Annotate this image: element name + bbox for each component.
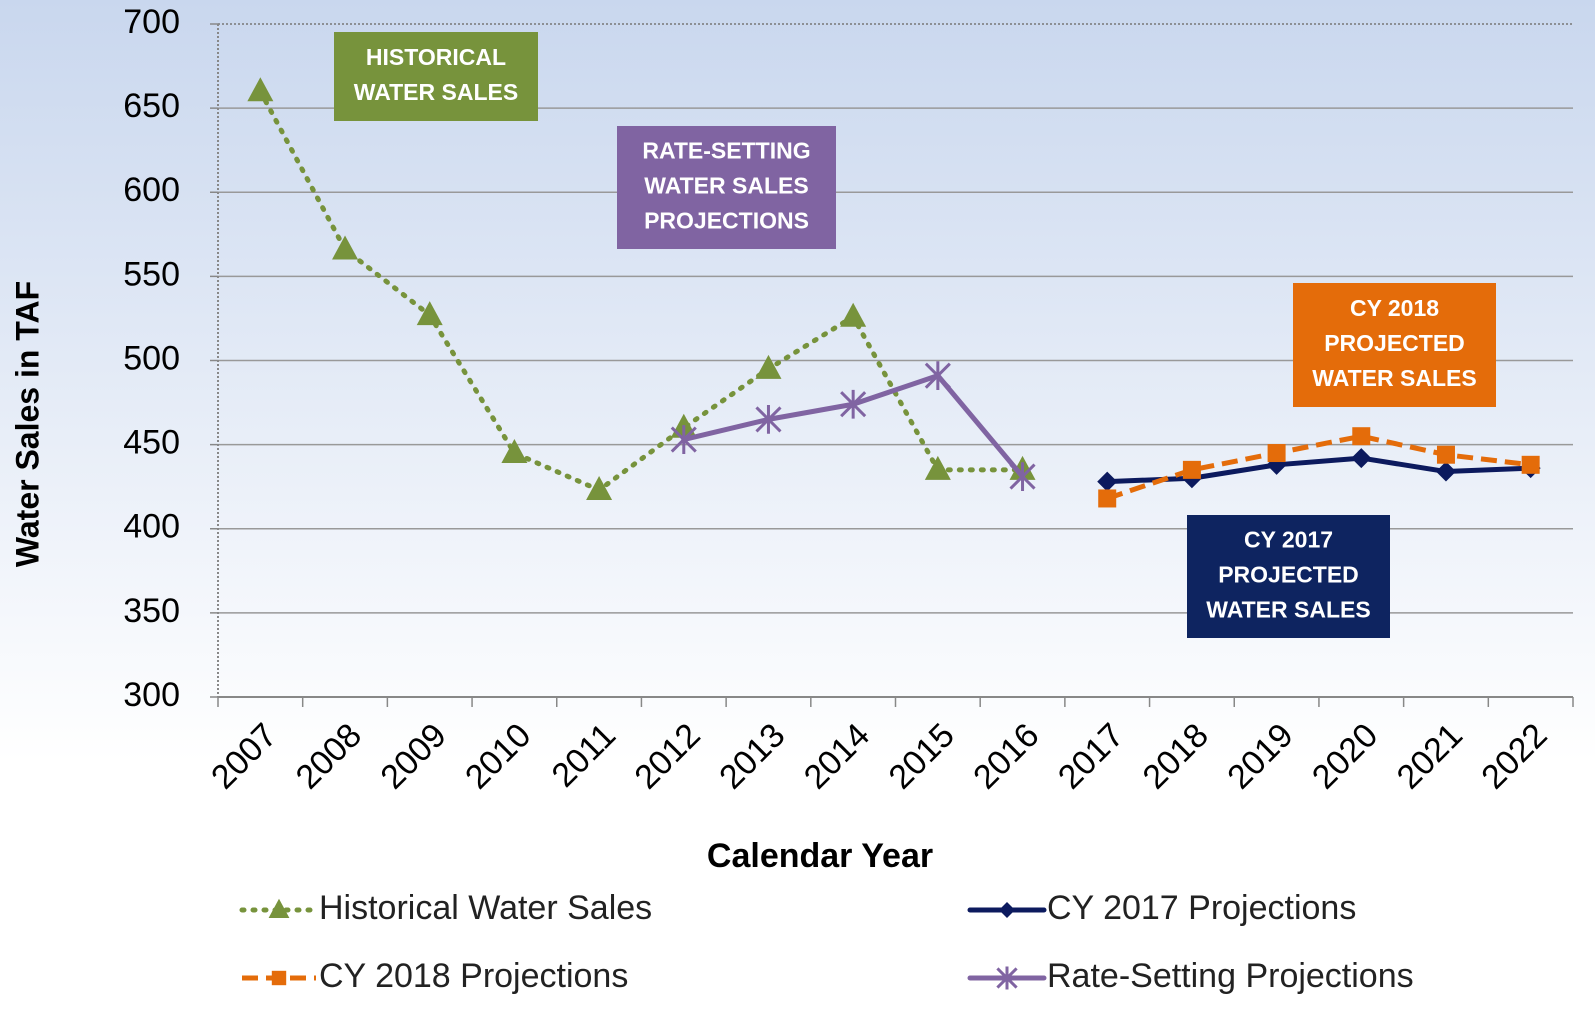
annotation-text: CY 2017	[1244, 527, 1333, 553]
y-tick-label: 600	[123, 171, 180, 209]
annotation-box	[617, 126, 836, 249]
annotation-text: PROJECTIONS	[644, 208, 809, 234]
marker	[1009, 462, 1036, 491]
x-axis-title: Calendar Year	[707, 837, 933, 875]
annotation-box	[1187, 515, 1390, 638]
marker	[755, 354, 782, 379]
y-tick-label: 650	[123, 87, 180, 125]
legend-label: Rate-Setting Projections	[1047, 957, 1414, 995]
annotation-box	[1293, 283, 1496, 407]
annotation-text: HISTORICAL	[366, 44, 506, 70]
legend-item: Rate-Setting Projections	[967, 957, 1414, 995]
marker	[840, 389, 867, 419]
annotation-text: PROJECTED	[1218, 562, 1359, 588]
marker	[1436, 445, 1455, 464]
marker	[1097, 471, 1118, 492]
marker	[999, 902, 1015, 918]
marker	[271, 970, 287, 986]
y-tick-label: 350	[123, 592, 180, 630]
legend-label: CY 2018 Projections	[319, 957, 628, 995]
marker	[924, 361, 951, 391]
y-tick-label: 700	[123, 3, 180, 41]
series-line	[1104, 455, 1534, 485]
y-tick-label: 550	[123, 255, 180, 293]
marker	[670, 425, 697, 454]
y-tick-label: 400	[123, 508, 180, 546]
annotation-box	[334, 32, 538, 121]
legend-label: CY 2017 Projections	[1047, 889, 1356, 927]
y-tick-label: 450	[123, 424, 180, 462]
marker	[247, 77, 274, 102]
marker	[1267, 444, 1286, 463]
annotation-text: WATER SALES	[644, 173, 808, 199]
marker	[840, 302, 867, 327]
marker	[1351, 448, 1372, 469]
marker	[1098, 489, 1117, 508]
y-axis-title: Water Sales in TAF	[9, 281, 45, 567]
legend-item: CY 2018 Projections	[242, 957, 628, 995]
y-tick-label: 300	[123, 676, 180, 714]
annotation-text: WATER SALES	[1206, 597, 1370, 623]
annotation: CY 2018 PROJECTED WATER SALES	[1293, 283, 1496, 407]
marker	[416, 301, 443, 326]
legend-item: CY 2017 Projections	[967, 889, 1356, 927]
marker	[332, 235, 359, 260]
series-line	[257, 88, 1026, 493]
marker	[586, 476, 613, 501]
marker	[924, 455, 951, 480]
annotation-text: RATE-SETTING	[642, 138, 810, 164]
marker	[268, 898, 290, 918]
annotation: CY 2017 PROJECTED WATER SALES	[1187, 515, 1390, 638]
marker	[996, 966, 1018, 990]
marker	[1521, 455, 1540, 474]
annotation-text: WATER SALES	[1312, 365, 1476, 391]
marker	[501, 439, 528, 464]
marker	[1435, 461, 1456, 482]
annotation-text: PROJECTED	[1324, 330, 1465, 356]
marker	[1182, 460, 1201, 479]
marker	[1352, 427, 1371, 446]
annotation: HISTORICAL WATER SALES	[334, 32, 538, 121]
annotation-text: WATER SALES	[354, 79, 518, 105]
annotation-text: CY 2018	[1350, 295, 1439, 321]
legend-label: Historical Water Sales	[319, 889, 652, 927]
marker	[755, 404, 782, 434]
series-line	[1106, 433, 1531, 501]
annotation: RATE-SETTING WATER SALES PROJECTIONS	[617, 126, 836, 249]
y-tick-label: 500	[123, 339, 180, 377]
legend-item: Historical Water Sales	[239, 889, 652, 927]
